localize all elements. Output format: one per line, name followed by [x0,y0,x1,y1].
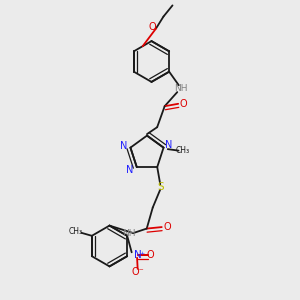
Text: O: O [147,250,154,260]
Text: +: + [140,251,145,256]
Text: N: N [134,250,142,260]
Text: O⁻: O⁻ [131,267,144,277]
Text: O: O [163,222,171,232]
Text: O: O [148,22,156,32]
Text: CH₃: CH₃ [176,146,190,155]
Text: N: N [120,141,128,151]
Text: CH₃: CH₃ [68,227,83,236]
Text: O: O [179,99,187,109]
Text: S: S [158,182,164,193]
Text: NH: NH [122,229,136,238]
Text: NH: NH [174,84,188,93]
Text: N: N [165,140,172,150]
Text: N: N [127,165,134,175]
